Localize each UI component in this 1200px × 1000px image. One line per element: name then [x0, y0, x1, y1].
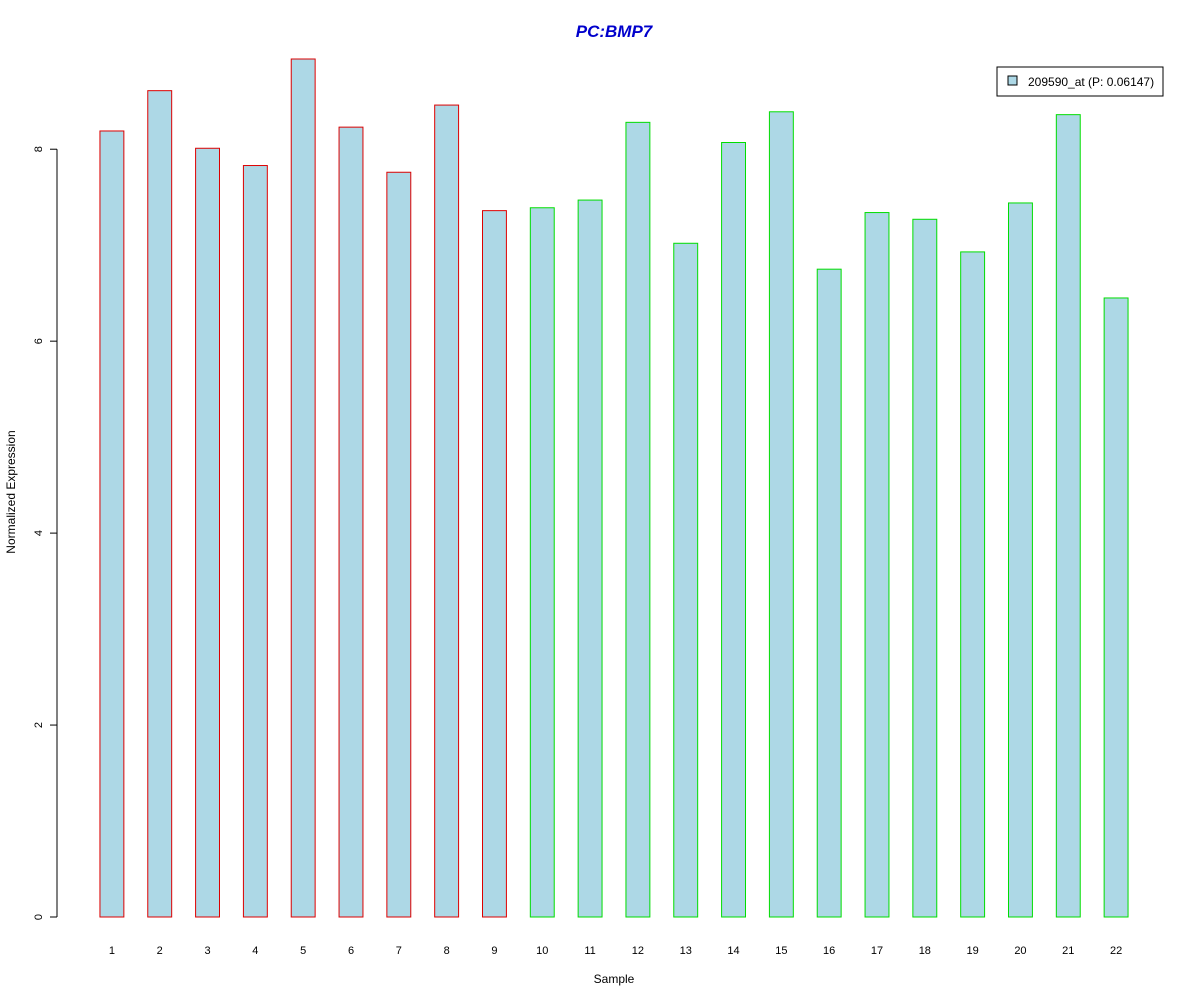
- x-axis-tick-labels: 1 2 3 4 5 6 7 8 9 10 11 12 13 14 15 16 17 18 19 20 21 22: [109, 945, 1122, 957]
- x-tick-label: 13: [680, 945, 692, 957]
- bar-sample-14: [721, 142, 747, 918]
- x-tick-label: 9: [491, 945, 497, 957]
- x-tick-label: 22: [1110, 945, 1122, 957]
- bar-sample-4: [242, 165, 268, 918]
- bar-sample-8: [434, 104, 460, 918]
- bar-sample-20: [1008, 202, 1033, 918]
- x-tick-label: 2: [157, 945, 163, 957]
- bar-sample-18: [912, 218, 938, 918]
- y-tick-label: 8: [33, 146, 45, 152]
- x-tick-label: 20: [1014, 945, 1026, 957]
- x-tick-label: 7: [396, 945, 402, 957]
- bar-sample-16: [816, 268, 842, 918]
- bar-sample-15: [768, 111, 794, 918]
- y-tick-label: 4: [33, 530, 45, 536]
- bar-sample-17: [864, 212, 890, 918]
- y-axis: 0 2 4 6 8: [33, 146, 58, 920]
- bar-sample-6: [338, 126, 364, 918]
- legend-label: 209590_at (P: 0.06147): [1028, 75, 1154, 89]
- legend-swatch: [1007, 75, 1018, 86]
- y-axis-title: Normalized Expression: [4, 430, 18, 553]
- bar-sample-5: [290, 58, 316, 918]
- legend-box: [996, 66, 1164, 97]
- legend: 209590_at (P: 0.06147): [996, 66, 1164, 97]
- x-tick-label: 15: [775, 945, 787, 957]
- y-tick-label: 2: [33, 722, 45, 728]
- x-tick-label: 1: [109, 945, 115, 957]
- x-tick-label: 17: [871, 945, 883, 957]
- x-axis-title: Sample: [594, 972, 635, 986]
- bar-sample-21: [1055, 114, 1081, 918]
- bar-sample-3: [195, 147, 220, 918]
- bar-sample-12: [625, 121, 651, 918]
- x-tick-label: 21: [1062, 945, 1074, 957]
- x-tick-label: 19: [967, 945, 979, 957]
- x-tick-label: 3: [204, 945, 210, 957]
- x-tick-label: 6: [348, 945, 354, 957]
- x-tick-label: 5: [300, 945, 306, 957]
- x-tick-label: 18: [919, 945, 931, 957]
- bar-sample-1: [99, 130, 125, 918]
- x-tick-label: 8: [444, 945, 450, 957]
- y-tick-label: 6: [33, 338, 45, 344]
- bar-sample-10: [529, 207, 555, 918]
- bar-sample-22: [1103, 297, 1129, 918]
- bar-sample-19: [960, 251, 986, 918]
- bar-sample-13: [673, 242, 699, 918]
- bar-sample-2: [147, 90, 173, 918]
- x-tick-label: 14: [727, 945, 739, 957]
- bar-sample-7: [386, 171, 412, 918]
- chart-title: PC:BMP7: [576, 22, 654, 41]
- x-tick-label: 12: [632, 945, 644, 957]
- x-tick-label: 4: [252, 945, 258, 957]
- x-tick-label: 16: [823, 945, 835, 957]
- bar-sample-9: [482, 210, 507, 918]
- bar-sample-11: [577, 199, 603, 918]
- x-tick-label: 11: [584, 945, 595, 957]
- x-tick-label: 10: [536, 945, 548, 957]
- bars: [99, 58, 1129, 918]
- y-tick-label: 0: [33, 914, 45, 920]
